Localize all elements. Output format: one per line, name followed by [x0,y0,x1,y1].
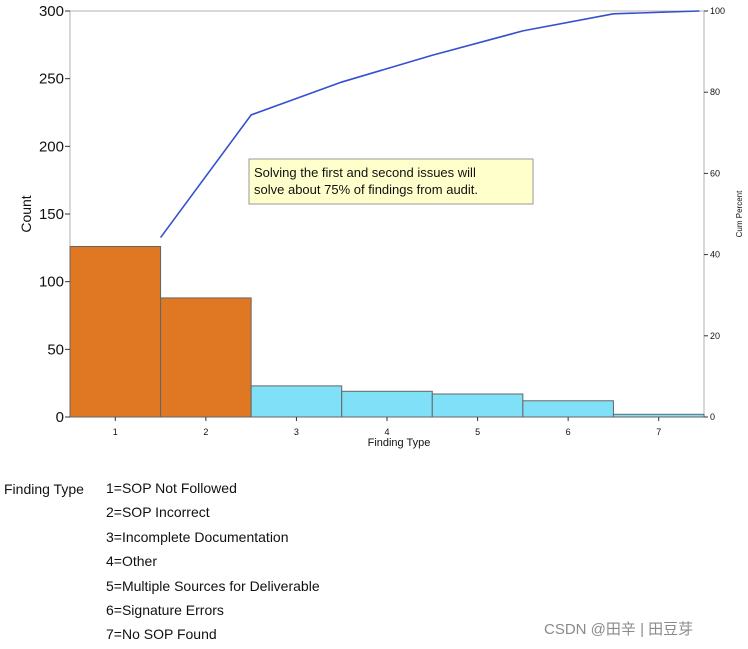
y-tick-label: 150 [39,206,64,223]
x-tick-label: 2 [203,427,208,437]
x-tick-label: 7 [656,427,661,437]
bar [612,413,705,418]
finding-type-legend: Finding Type 1=SOP Not Followed 2=SOP In… [0,478,748,643]
legend-item: 3=Incomplete Documentation [106,528,289,545]
watermark: CSDN @田辛 | 田豆芽 [544,621,694,638]
legend-item: 4=Other [106,553,157,570]
legend-item: 5=Multiple Sources for Deliverable [106,577,320,594]
y-tick-label: 300 [39,3,64,20]
x-axis-label: Finding Type [368,437,431,449]
bar [522,400,614,418]
annotation-text: Solving the first and second issues will… [254,165,478,197]
x-tick-label: 3 [294,427,299,437]
bars [69,245,705,418]
y2-tick-label: 20 [710,331,720,341]
bar [250,385,343,418]
bar [431,393,524,418]
x-axis: 1 2 3 4 5 6 7 [113,417,661,437]
legend-item: 1=SOP Not Followed [106,480,237,496]
x-tick-label: 4 [384,427,389,437]
y2-tick-label: 60 [710,168,720,178]
y-tick-label: 100 [39,274,64,291]
y-tick-label: 250 [39,71,64,88]
y2-axis-label: Cum Percent [735,190,744,237]
bar [69,245,162,418]
legend-list: 1=SOP Not Followed 2=SOP Incorrect 3=Inc… [106,478,320,649]
bar [341,390,433,418]
y-axis-label: Count [18,195,34,232]
y2-tick-label: 80 [710,87,720,97]
legend-item: 2=SOP Incorrect [106,504,210,521]
y-tick-label: 50 [47,341,64,358]
annotation-box: Solving the first and second issues will… [248,158,534,205]
legend-item: 6=Signature Errors [106,601,224,618]
x-tick-label: 6 [566,427,571,437]
y2-tick-label: 40 [710,250,720,260]
x-tick-label: 1 [113,427,118,437]
y-tick-label: 0 [56,409,64,426]
bar [160,297,252,418]
legend-item: 7=No SOP Found [106,626,217,643]
cumulative-percent-line [159,10,700,239]
x-tick-label: 5 [475,427,480,437]
left-y-axis: 0 50 100 150 200 250 300 [39,3,70,426]
legend-label: Finding Type [4,481,84,497]
y-tick-label: 200 [39,138,64,155]
right-y-axis: 0 20 40 60 80 100 [704,6,725,422]
y2-tick-label: 0 [710,412,715,422]
y2-tick-label: 100 [710,6,725,16]
